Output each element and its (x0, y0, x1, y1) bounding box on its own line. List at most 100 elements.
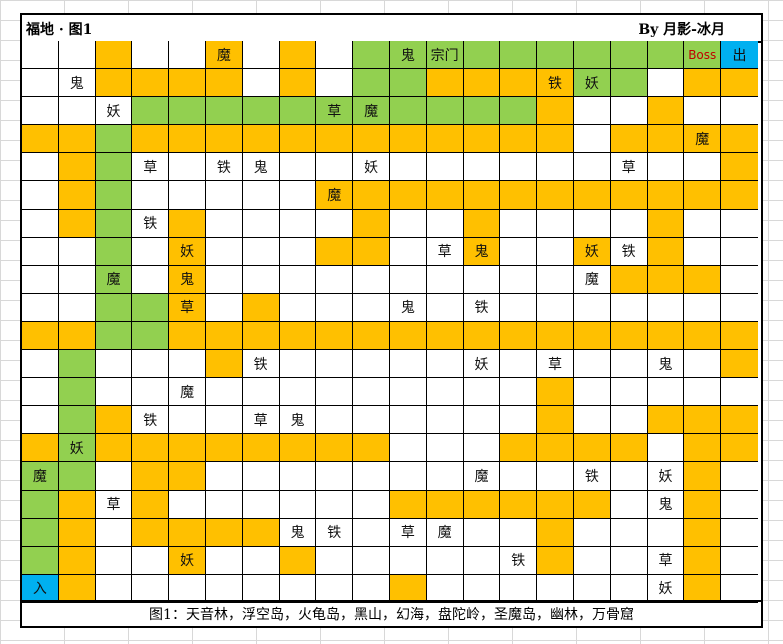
map-cell[interactable] (610, 209, 648, 238)
map-cell[interactable] (132, 181, 170, 210)
map-cell[interactable] (242, 237, 280, 266)
map-cell[interactable] (353, 209, 390, 238)
map-cell[interactable] (22, 41, 59, 70)
map-cell[interactable] (169, 181, 206, 210)
map-cell[interactable] (684, 406, 722, 435)
map-cell[interactable] (426, 125, 464, 154)
map-cell[interactable] (389, 406, 427, 435)
map-cell[interactable] (205, 434, 243, 463)
map-cell[interactable] (169, 41, 206, 70)
map-cell[interactable] (22, 125, 59, 154)
map-cell[interactable] (610, 490, 648, 519)
map-cell[interactable] (647, 125, 685, 154)
map-cell[interactable] (205, 237, 243, 266)
map-cell[interactable] (132, 518, 170, 547)
map-cell[interactable]: 鬼 (463, 237, 501, 266)
map-cell[interactable] (463, 69, 501, 98)
map-cell[interactable] (684, 378, 722, 407)
map-cell[interactable] (389, 490, 427, 519)
map-cell[interactable]: 妖 (58, 434, 96, 463)
map-cell[interactable]: 草 (426, 237, 464, 266)
map-cell[interactable] (647, 406, 685, 435)
map-cell[interactable] (647, 378, 685, 407)
map-cell[interactable] (389, 237, 427, 266)
map-cell[interactable] (573, 181, 611, 210)
map-cell[interactable] (647, 265, 685, 294)
map-cell[interactable] (389, 265, 427, 294)
map-cell[interactable] (389, 153, 427, 182)
map-cell[interactable] (205, 125, 243, 154)
map-cell[interactable] (279, 237, 317, 266)
map-cell[interactable] (205, 209, 243, 238)
map-cell[interactable] (22, 406, 59, 435)
map-cell[interactable]: 出 (721, 41, 758, 70)
map-cell[interactable] (721, 434, 758, 463)
map-cell[interactable] (684, 293, 722, 322)
map-cell[interactable] (500, 97, 538, 126)
map-cell[interactable] (684, 434, 722, 463)
map-cell[interactable] (721, 518, 758, 547)
map-cell[interactable] (242, 69, 280, 98)
map-cell[interactable] (242, 546, 280, 575)
map-cell[interactable] (500, 69, 538, 98)
map-cell[interactable] (500, 321, 538, 351)
map-cell[interactable]: 魔 (316, 181, 354, 210)
map-cell[interactable] (463, 406, 501, 435)
map-cell[interactable] (537, 406, 574, 435)
map-cell[interactable] (721, 125, 758, 154)
map-cell[interactable] (95, 350, 133, 379)
map-cell[interactable] (22, 153, 59, 182)
map-cell[interactable] (169, 350, 206, 379)
map-cell[interactable] (169, 518, 206, 547)
map-cell[interactable] (316, 546, 354, 575)
map-cell[interactable] (389, 321, 427, 351)
map-cell[interactable] (647, 41, 685, 70)
map-cell[interactable] (573, 350, 611, 379)
map-cell[interactable] (132, 434, 170, 463)
map-cell[interactable] (426, 350, 464, 379)
map-cell[interactable] (537, 546, 574, 575)
map-cell[interactable] (242, 574, 280, 603)
map-cell[interactable]: 魔 (205, 41, 243, 70)
map-cell[interactable] (22, 378, 59, 407)
map-cell[interactable] (353, 41, 390, 70)
map-cell[interactable] (500, 378, 538, 407)
map-cell[interactable]: 魔 (684, 125, 722, 154)
map-cell[interactable]: 草 (647, 546, 685, 575)
map-cell[interactable] (353, 181, 390, 210)
map-cell[interactable] (537, 462, 574, 491)
map-cell[interactable] (610, 350, 648, 379)
map-cell[interactable] (721, 181, 758, 210)
map-cell[interactable] (132, 237, 170, 266)
map-cell[interactable] (242, 209, 280, 238)
map-cell[interactable] (721, 265, 758, 294)
map-cell[interactable] (426, 546, 464, 575)
map-cell[interactable] (22, 265, 59, 294)
map-cell[interactable] (58, 490, 96, 519)
map-cell[interactable]: 妖 (573, 69, 611, 98)
map-cell[interactable] (610, 406, 648, 435)
map-cell[interactable] (353, 237, 390, 266)
map-cell[interactable] (22, 181, 59, 210)
map-cell[interactable] (316, 462, 354, 491)
map-cell[interactable] (58, 265, 96, 294)
map-cell[interactable] (463, 518, 501, 547)
map-cell[interactable]: 魔 (353, 97, 390, 126)
map-cell[interactable] (22, 293, 59, 322)
map-cell[interactable] (95, 41, 133, 70)
map-cell[interactable] (537, 321, 574, 351)
map-cell[interactable] (58, 181, 96, 210)
map-cell[interactable] (684, 462, 722, 491)
map-cell[interactable] (463, 490, 501, 519)
map-cell[interactable] (316, 406, 354, 435)
map-cell[interactable] (95, 574, 133, 603)
map-cell[interactable] (353, 462, 390, 491)
map-cell[interactable]: 妖 (169, 546, 206, 575)
map-cell[interactable] (353, 546, 390, 575)
map-cell[interactable]: 草 (95, 490, 133, 519)
map-cell[interactable] (610, 321, 648, 351)
map-cell[interactable] (169, 406, 206, 435)
map-cell[interactable] (500, 209, 538, 238)
map-cell[interactable] (647, 518, 685, 547)
map-cell[interactable] (537, 153, 574, 182)
